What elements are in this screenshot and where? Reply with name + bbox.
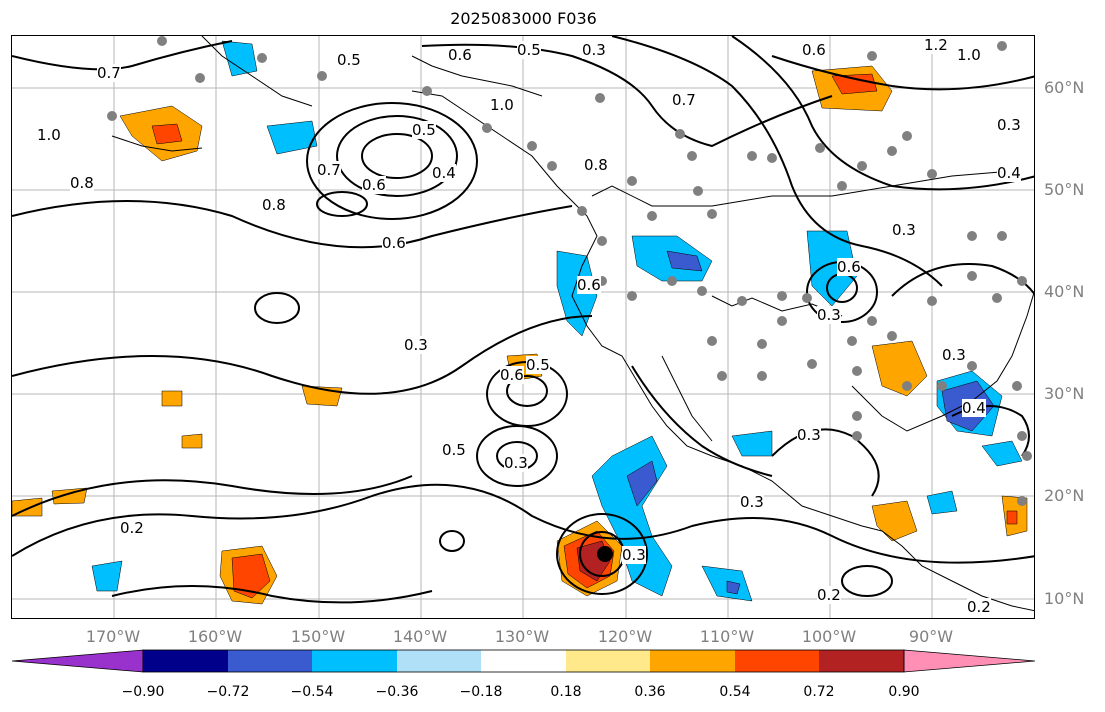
contour-label: 0.2 [120,519,144,537]
colorbar-segment [566,650,650,672]
contour-label: 0.5 [412,121,436,139]
colorbar-tick-label: −0.72 [206,684,250,700]
colorbar-tick-label: −0.36 [375,684,419,700]
contour-label: 0.3 [997,116,1021,134]
contour-label: 0.6 [577,276,601,294]
positive-anomaly-shading [12,65,1028,605]
contour-label: 0.4 [962,399,986,417]
contour-label: 0.5 [517,41,541,59]
contour-label: 0.3 [892,221,916,239]
contour-label: 0.3 [740,493,764,511]
lon-label: 140°W [392,627,448,646]
colorbar-extend-high [903,649,1036,673]
lon-label: 110°W [699,627,755,646]
colorbar-segment [143,650,228,672]
lat-label: 50°N [1044,180,1085,199]
colorbar-tick-label: 0.18 [550,684,582,700]
contour-label: 0.3 [797,426,821,444]
contour-label: 0.3 [942,346,966,364]
contour-label: 0.5 [337,51,361,69]
contour-label: 0.2 [817,586,841,604]
colorbar-tick-label: −0.18 [459,684,503,700]
lon-label: 90°W [908,627,954,646]
lon-label: 100°W [801,627,857,646]
contour-label: 0.4 [997,164,1021,182]
lon-label: 160°W [187,627,243,646]
colorbar-segment [819,650,904,672]
colorbar-tick-label: 0.72 [803,684,835,700]
contour-label: 0.3 [622,546,646,564]
lat-label: 60°N [1044,78,1085,97]
contour-label: 0.2 [967,598,991,616]
contour-label: 0.8 [262,196,286,214]
lat-label: 10°N [1044,589,1085,608]
colorbar-segment [650,650,735,672]
contour-label: 0.6 [382,234,406,252]
observation-points [107,36,1032,506]
contour-label: 1.0 [957,46,981,64]
contour-label: 0.3 [817,306,841,324]
colorbar-segment [397,650,481,672]
contour-label: 1.0 [37,126,61,144]
contour-label: 0.7 [97,64,121,82]
colorbar-segment [481,650,566,672]
colorbar-tick-label: 0.90 [888,684,920,700]
contour-label: 0.6 [362,176,386,194]
lon-label: 150°W [290,627,346,646]
colorbar-tick-label: −0.90 [121,684,165,700]
lon-label: 170°W [85,627,141,646]
colorbar [11,649,1036,673]
map-gridlines [12,36,1034,618]
contour-label: 0.6 [802,41,826,59]
colorbar-tick-label: −0.54 [290,684,334,700]
colorbar-segment [228,650,312,672]
contour-label: 0.6 [837,258,861,276]
contour-label: 0.6 [500,366,524,384]
colorbar-extend-low [11,649,144,673]
lat-label: 30°N [1044,384,1085,403]
lat-label: 20°N [1044,486,1085,505]
lon-label: 130°W [494,627,550,646]
contour-label: 0.4 [432,164,456,182]
colorbar-tick-label: 0.36 [634,684,666,700]
colorbar-segment [735,650,819,672]
contour-label: 1.2 [924,36,948,54]
contour-label: 0.7 [317,161,341,179]
colorbar-segments [11,649,1036,673]
map-panel: 0.6 0.5 0.3 0.7 1.0 0.8 0.4 0.6 0.8 0.7 … [11,35,1035,619]
contour-label-layer: 0.6 0.5 0.3 0.7 1.0 0.8 0.4 0.6 0.8 0.7 … [12,36,1034,618]
contour-label: 0.5 [442,441,466,459]
contour-label: 0.7 [672,91,696,109]
contour-label: 0.3 [582,41,606,59]
lat-label: 40°N [1044,282,1085,301]
contour-label: 0.3 [404,336,428,354]
colorbar-segment [312,650,397,672]
contour-label: 0.6 [448,46,472,64]
lon-label: 120°W [597,627,653,646]
contour-label: 0.5 [526,356,550,374]
contour-label: 0.8 [70,174,94,192]
contour-label: 0.8 [584,156,608,174]
contour-label: 1.0 [490,96,514,114]
contour-label: 0.3 [504,454,528,472]
storm-center-marker [597,546,613,562]
colorbar-outline [142,649,905,673]
colorbar-tick-label: 0.54 [719,684,751,700]
map-title: 2025083000 F036 [450,9,597,28]
